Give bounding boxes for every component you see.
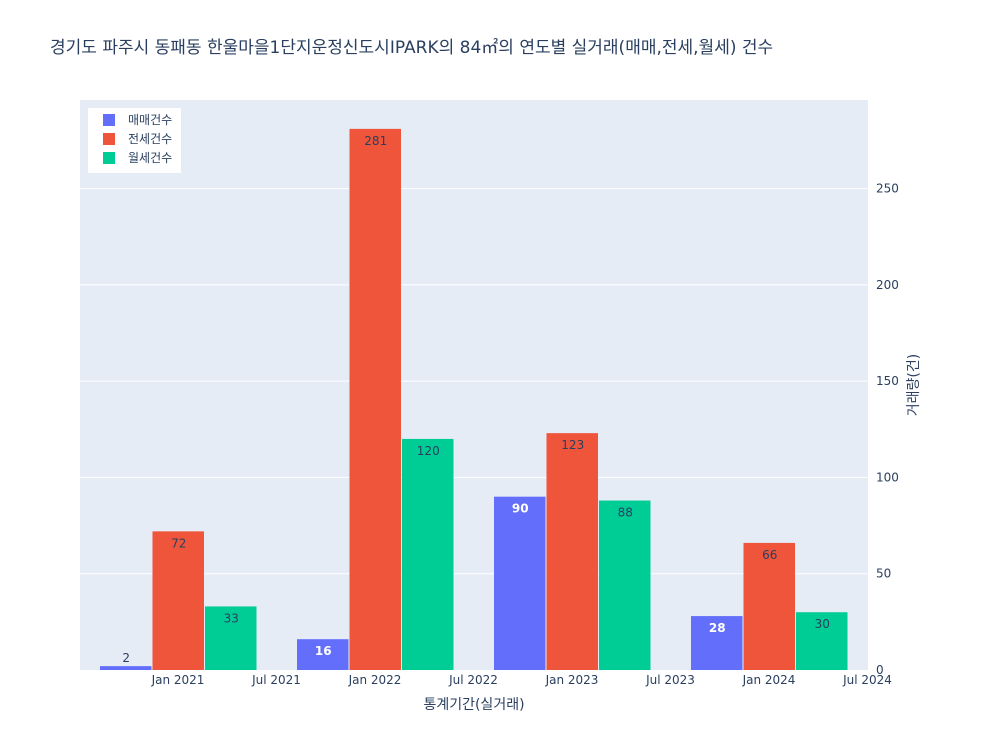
y-tick-label: 0: [876, 663, 884, 677]
gridlines: [80, 188, 868, 575]
bar-value-label: 33: [224, 611, 239, 625]
bar[interactable]: [691, 616, 743, 670]
bar-value-label: 123: [561, 438, 584, 452]
bar-labels: 2 16 90 28 72 281 123 66 33 120 88 30: [122, 134, 829, 665]
x-tick-label: Jul 2022: [448, 673, 498, 687]
bar-value-label: 281: [364, 134, 387, 148]
bars: [100, 128, 848, 670]
legend-item-label[interactable]: 월세건수: [128, 151, 172, 165]
legend-item-label[interactable]: 전세건수: [128, 132, 172, 146]
bar[interactable]: [402, 438, 454, 670]
x-tick-label: Jan 2023: [545, 673, 599, 687]
bar[interactable]: [205, 606, 257, 670]
y-tick-label: 50: [876, 567, 891, 581]
plot-area: [80, 100, 868, 670]
y-axis-title: 거래량(건): [906, 354, 922, 416]
x-axis-title: 통계기간(실거래): [423, 697, 524, 713]
legend-item-label[interactable]: 매매건수: [128, 113, 172, 127]
legend-swatch: [103, 114, 115, 126]
x-axis-ticks: Jan 2021 Jul 2021 Jan 2022 Jul 2022 Jan 2023…: [151, 673, 892, 687]
x-tick-label: Jul 2021: [251, 673, 301, 687]
bar-value-label: 30: [815, 617, 830, 631]
bar[interactable]: [494, 496, 546, 670]
bar-value-label: 90: [512, 502, 529, 516]
bar[interactable]: [297, 639, 349, 670]
x-tick-label: Jan 2024: [742, 673, 796, 687]
x-tick-label: Jan 2022: [348, 673, 402, 687]
legend-swatch: [103, 133, 115, 145]
bar[interactable]: [546, 433, 599, 670]
x-tick-label: Jan 2021: [151, 673, 205, 687]
y-axis-ticks: 0 50 100 150 200 250: [876, 182, 899, 677]
chart-title: 경기도 파주시 동패동 한울마을1단지운정신도시IPARK의 84㎡의 연도별 …: [50, 38, 774, 58]
y-tick-label: 100: [876, 470, 899, 484]
bar-value-label: 16: [315, 644, 332, 658]
bar-value-label: 66: [762, 548, 777, 562]
bar-value-label: 72: [171, 536, 186, 550]
legend-swatch: [103, 152, 115, 164]
bar[interactable]: [349, 128, 402, 670]
x-tick-label: Jul 2024: [842, 673, 892, 687]
bar-value-label: 88: [618, 506, 633, 520]
bar-value-label: 2: [122, 651, 130, 665]
bar[interactable]: [743, 542, 796, 670]
bar-value-label: 120: [417, 444, 440, 458]
bar[interactable]: [152, 531, 205, 670]
y-tick-label: 250: [876, 182, 899, 196]
y-tick-label: 150: [876, 374, 899, 388]
y-tick-label: 200: [876, 278, 899, 292]
bar[interactable]: [100, 666, 152, 670]
bar-value-label: 28: [709, 621, 726, 635]
x-tick-label: Jul 2023: [645, 673, 695, 687]
bar[interactable]: [599, 500, 651, 670]
bar[interactable]: [796, 612, 848, 670]
